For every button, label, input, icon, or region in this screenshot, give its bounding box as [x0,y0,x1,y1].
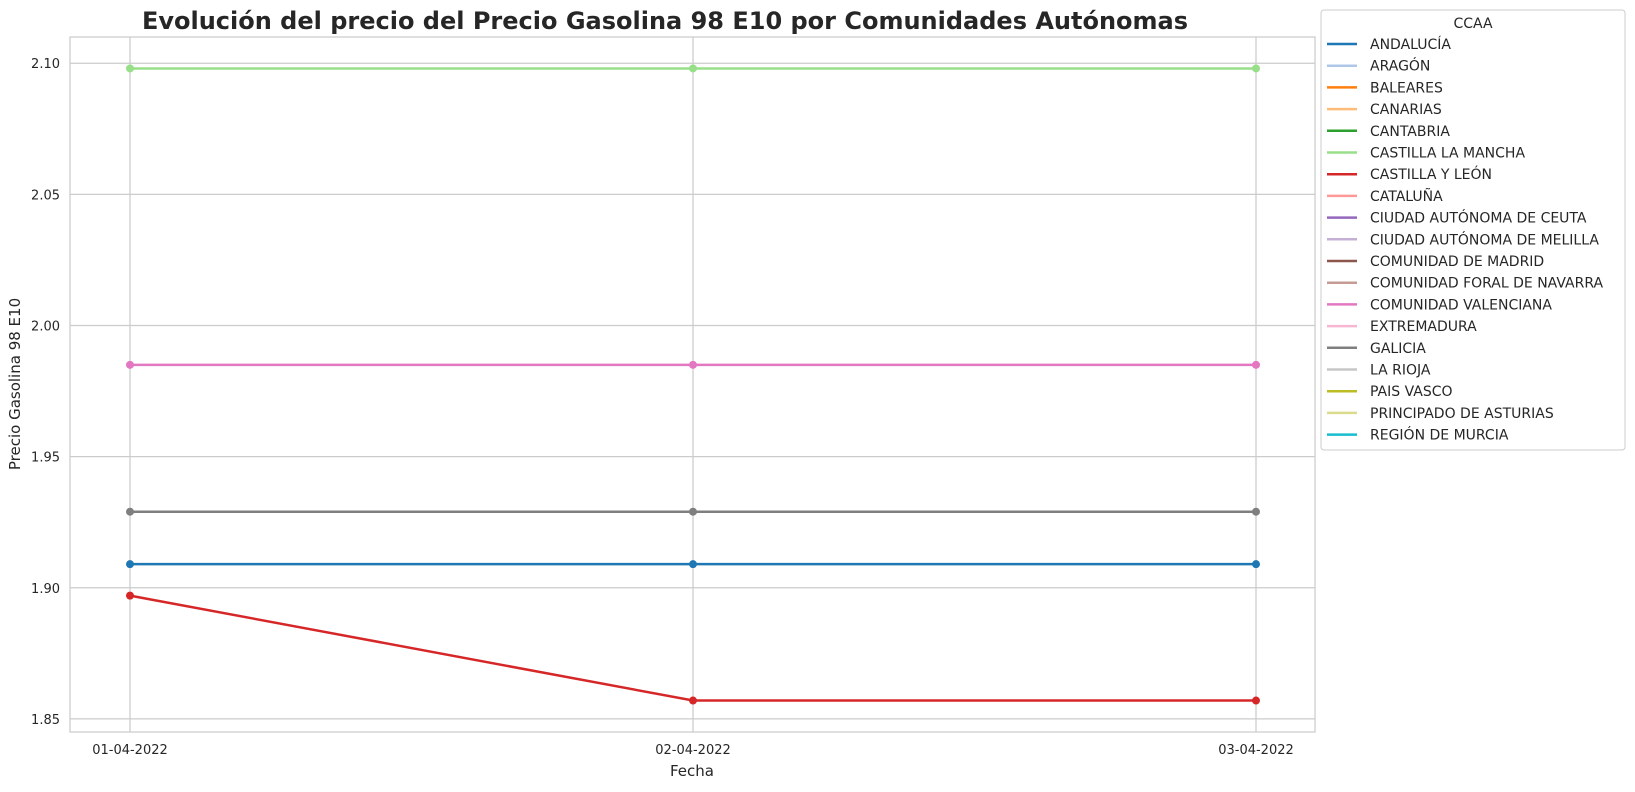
data-point [1252,696,1260,705]
y-tick-label: 2.00 [31,319,60,334]
series-andalucía [126,560,1260,569]
x-tick-label: 02-04-2022 [655,743,731,758]
chart-title: Evolución del precio del Precio Gasolina… [142,7,1188,35]
legend-label: PAIS VASCO [1370,384,1453,400]
legend-label: CATALUÑA [1370,188,1443,205]
legend-label: BALEARES [1370,80,1443,96]
legend-label: CASTILLA LA MANCHA [1370,146,1525,162]
series-castilla-la-mancha [126,64,1260,73]
legend-label: CANARIAS [1370,102,1442,118]
series-castilla-y-león [126,591,1260,705]
y-tick-label: 2.05 [31,188,60,203]
data-point [689,64,697,73]
series-galicia [126,507,1260,516]
legend-frame [1320,9,1626,451]
legend-title: CCAA [1453,16,1493,32]
data-point [126,507,134,516]
legend-label: CIUDAD AUTÓNOMA DE MELILLA [1370,230,1599,248]
legend-label: ANDALUCÍA [1370,36,1451,53]
grid-layer [70,37,1315,732]
legend-label: EXTREMADURA [1370,319,1477,335]
y-axis-label: Precio Gasolina 98 E10 [6,298,24,470]
legend-label: CANTABRIA [1370,124,1450,140]
y-tick-label: 2.10 [31,57,60,72]
data-point [689,360,697,369]
legend-label: CASTILLA Y LEÓN [1370,165,1492,183]
plot-frame [69,36,1316,733]
y-tick-label: 1.95 [31,451,60,466]
x-tick-label: 03-04-2022 [1218,743,1294,758]
data-point [689,560,697,569]
legend: CCAA ANDALUCÍA ARAGÓN BALEARES CANARIAS CANT… [1320,9,1626,451]
data-point [1252,360,1260,369]
data-point [126,64,134,73]
legend-label: PRINCIPADO DE ASTURIAS [1370,406,1554,422]
x-tick-label: 01-04-2022 [92,743,168,758]
y-tick-label: 1.90 [31,582,60,597]
data-point [1252,507,1260,516]
data-point [126,560,134,569]
legend-label: COMUNIDAD FORAL DE NAVARRA [1370,276,1604,292]
legend-label: GALICIA [1370,341,1426,357]
data-point [1252,64,1260,73]
y-tick-label: 1.85 [31,713,60,728]
data-point [689,507,697,516]
legend-label: ARAGÓN [1370,57,1430,75]
legend-label: LA RIOJA [1370,363,1431,379]
series-layer [126,64,1260,705]
data-point [689,696,697,705]
data-point [126,360,134,369]
data-point [126,591,134,600]
x-axis-label: Fecha [670,762,714,780]
legend-label: COMUNIDAD VALENCIANA [1370,297,1552,313]
legend-label: CIUDAD AUTÓNOMA DE CEUTA [1370,209,1587,227]
legend-label: COMUNIDAD DE MADRID [1370,254,1544,270]
tick-layer: 1.85 1.90 1.95 2.00 2.05 2.10 01-04-2022 02-04-… [31,57,1294,758]
legend-label: REGIÓN DE MURCIA [1370,426,1509,444]
data-point [1252,560,1260,569]
series-comunidad-valenciana [126,360,1260,369]
